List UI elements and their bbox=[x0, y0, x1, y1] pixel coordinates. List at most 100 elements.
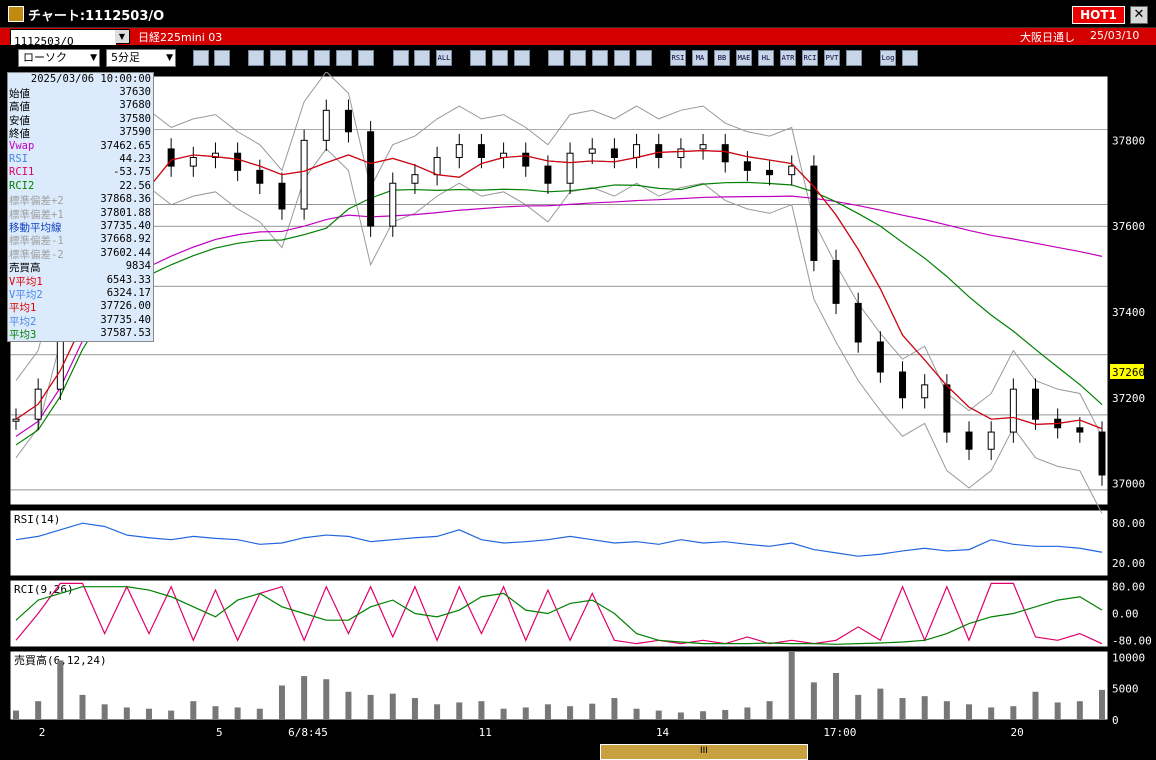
data-panel: 2025/03/06 10:00:00 始値 37630 高値 37680 安値 3758… bbox=[7, 72, 154, 342]
time-tick-label: 11 bbox=[479, 726, 492, 739]
candle-body bbox=[677, 148, 685, 159]
zoom-icon[interactable] bbox=[193, 50, 209, 66]
log-icon[interactable]: Log bbox=[880, 50, 896, 66]
atr-icon[interactable]: ATR bbox=[780, 50, 796, 66]
indicator-line-1-0 bbox=[15, 522, 1103, 557]
indicator-tick-label: 10000 bbox=[1112, 651, 1145, 664]
chart-area[interactable]: 37800 37600 37400 37200 37000 37260 2 5 6/8:45 11… bbox=[0, 72, 1156, 760]
bar-a-icon[interactable] bbox=[393, 50, 409, 66]
trash-icon[interactable] bbox=[358, 50, 374, 66]
data-panel-row: 高値 37680 bbox=[8, 99, 153, 113]
data-panel-row: 終値 37590 bbox=[8, 126, 153, 140]
data-panel-row: RSI 44.23 bbox=[8, 153, 153, 166]
data-panel-row: 標準偏差+2 37868.36 bbox=[8, 193, 153, 207]
data-panel-row: 始値 37630 bbox=[8, 86, 153, 100]
indicator-tick-label: 80.00 bbox=[1112, 517, 1145, 530]
candle-body bbox=[899, 371, 907, 399]
flag-icon[interactable] bbox=[614, 50, 630, 66]
volume-bar bbox=[389, 693, 396, 720]
candle-body bbox=[788, 165, 796, 176]
symbol-input[interactable] bbox=[11, 35, 116, 48]
gear-icon[interactable] bbox=[470, 50, 486, 66]
rsi-icon[interactable]: RSI bbox=[670, 50, 686, 66]
price-tick-label: 37200 bbox=[1112, 392, 1145, 405]
time-scrollbar[interactable]: III bbox=[0, 744, 1156, 760]
price-axis bbox=[1108, 76, 1156, 720]
vwap-line bbox=[15, 195, 1103, 437]
table-icon[interactable] bbox=[592, 50, 608, 66]
candle-body bbox=[234, 152, 242, 171]
pvt-icon[interactable]: PVT bbox=[824, 50, 840, 66]
crosshair-icon[interactable] bbox=[214, 50, 230, 66]
volume-bar bbox=[256, 708, 263, 720]
data-panel-label: 平均1 bbox=[9, 302, 37, 315]
candle-body bbox=[943, 384, 951, 433]
indicator-tick-label: -80.00 bbox=[1112, 634, 1152, 647]
volume-bar bbox=[411, 698, 418, 720]
time-axis bbox=[0, 720, 1156, 744]
close-button[interactable]: ✕ bbox=[1130, 6, 1148, 24]
undo-icon[interactable] bbox=[314, 50, 330, 66]
interval-select[interactable]: 5分足 ▼ bbox=[106, 49, 176, 67]
volume-bar bbox=[833, 672, 840, 720]
volume-bar bbox=[190, 701, 197, 720]
data-panel-label: 平均3 bbox=[9, 329, 37, 342]
moving-average-1-line bbox=[15, 150, 1103, 430]
data-panel-label: 標準偏差-2 bbox=[9, 248, 64, 261]
market-name: 大阪日通し bbox=[1020, 31, 1075, 44]
line-icon[interactable] bbox=[270, 50, 286, 66]
bb-icon[interactable]: BB bbox=[714, 50, 730, 66]
refresh-icon[interactable] bbox=[570, 50, 586, 66]
candle-body bbox=[256, 169, 264, 184]
bar-b-icon[interactable] bbox=[414, 50, 430, 66]
candle-body bbox=[743, 161, 751, 171]
candle-body bbox=[12, 418, 20, 422]
rci-icon[interactable]: RCI bbox=[802, 50, 818, 66]
volume-bar bbox=[589, 703, 596, 720]
indicator-line-2-1 bbox=[15, 586, 1103, 645]
hot1-button[interactable]: HOT1 bbox=[1072, 6, 1125, 24]
symbol-combobox[interactable]: ▼ bbox=[10, 29, 130, 48]
volume-bar bbox=[611, 698, 618, 720]
interval-value: 5分足 bbox=[111, 51, 140, 64]
candle-body bbox=[1009, 388, 1017, 433]
candle-body bbox=[987, 431, 995, 450]
export-icon[interactable] bbox=[902, 50, 918, 66]
candle-body bbox=[699, 144, 707, 150]
volume-bar bbox=[700, 711, 707, 720]
data-panel-value: 37590 bbox=[119, 126, 151, 139]
cancel-icon[interactable] bbox=[636, 50, 652, 66]
chart-type-select[interactable]: ローソク ▼ bbox=[18, 49, 100, 67]
candle-body bbox=[367, 131, 375, 227]
time-tick-label: 5 bbox=[216, 726, 223, 739]
indicator-line-2-0 bbox=[15, 582, 1103, 645]
current-price-label: 37260 bbox=[1112, 366, 1145, 379]
candle-body bbox=[1076, 427, 1084, 433]
candle-body bbox=[832, 259, 840, 304]
volume-bar bbox=[810, 682, 817, 720]
time-tick-label: 17:00 bbox=[823, 726, 856, 739]
mae-icon[interactable]: MAE bbox=[736, 50, 752, 66]
indicator-tick-label: 0.00 bbox=[1112, 608, 1139, 621]
ma-icon[interactable]: MA bbox=[692, 50, 708, 66]
volume-bar bbox=[101, 704, 108, 720]
draw-icon[interactable] bbox=[248, 50, 264, 66]
window-titlebar: チャート:1112503/O HOT1 ✕ bbox=[0, 0, 1156, 28]
download-icon[interactable] bbox=[548, 50, 564, 66]
window-icon[interactable] bbox=[846, 50, 862, 66]
candle-body bbox=[566, 152, 574, 184]
candle-body bbox=[211, 152, 219, 159]
volume-bar bbox=[921, 696, 928, 720]
all-icon[interactable]: ALL bbox=[436, 50, 452, 66]
wrench-icon[interactable] bbox=[492, 50, 508, 66]
print-icon[interactable] bbox=[336, 50, 352, 66]
palette-icon[interactable] bbox=[514, 50, 530, 66]
chevron-down-icon[interactable]: ▼ bbox=[115, 30, 129, 43]
price-tick-label: 37400 bbox=[1112, 306, 1145, 319]
data-panel-label: RCI2 bbox=[9, 179, 35, 192]
chart-pane-0 bbox=[9, 75, 1109, 506]
hl-icon[interactable]: HL bbox=[758, 50, 774, 66]
pointer-icon[interactable] bbox=[292, 50, 308, 66]
data-panel-label: Vwap bbox=[9, 139, 35, 152]
volume-bar bbox=[1076, 701, 1083, 720]
